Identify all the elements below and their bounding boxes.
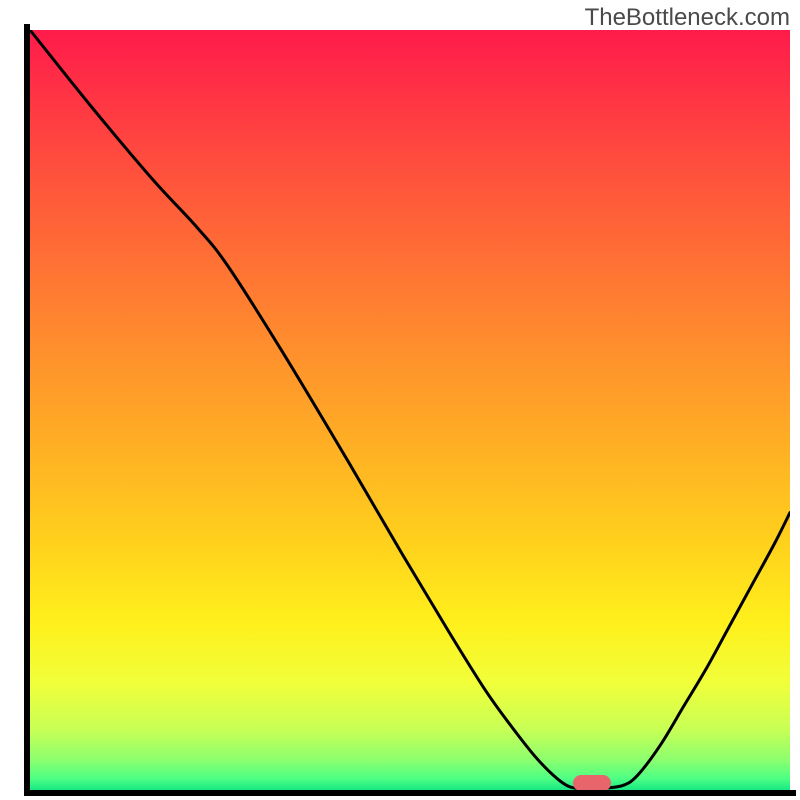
- y-axis: [24, 24, 30, 796]
- gradient-background: [30, 30, 790, 790]
- watermark-text: TheBottleneck.com: [585, 4, 790, 32]
- plot-area: [30, 30, 790, 790]
- x-axis: [24, 790, 796, 796]
- optimal-marker: [573, 775, 611, 790]
- bottleneck-chart: TheBottleneck.com: [0, 0, 800, 800]
